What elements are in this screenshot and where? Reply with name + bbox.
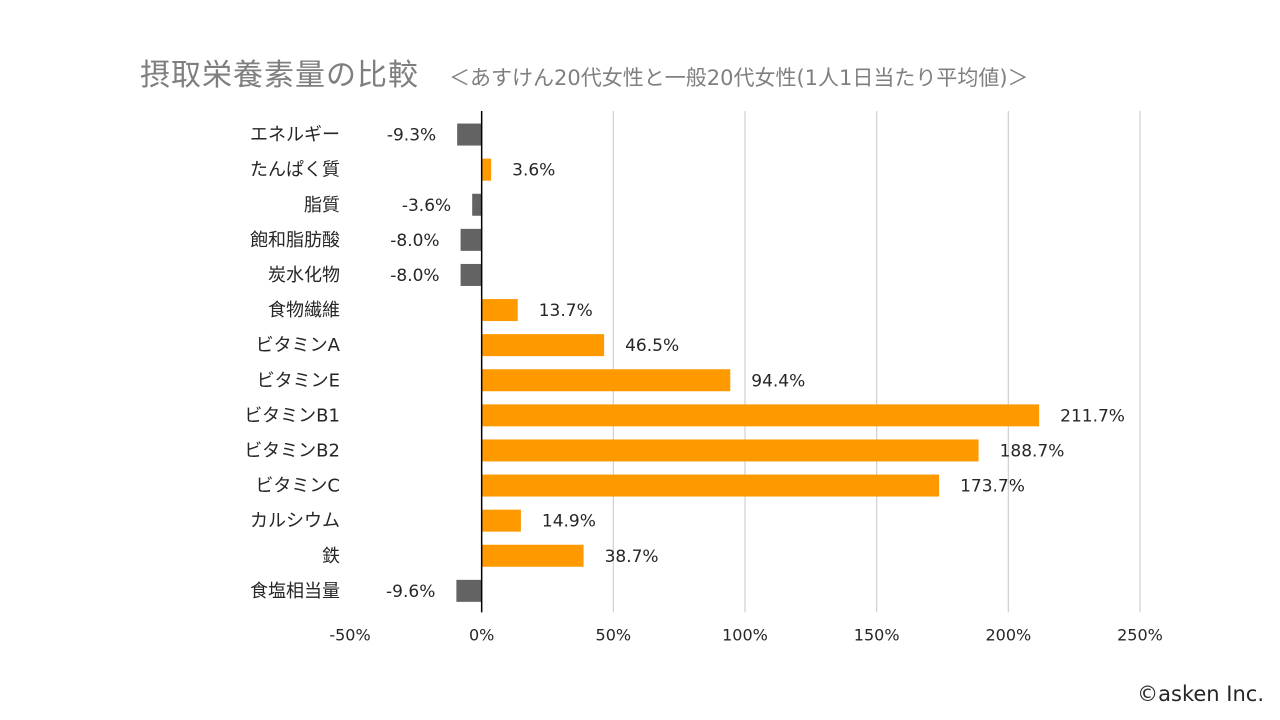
x-tick-label: 100% bbox=[722, 625, 768, 644]
category-label: ビタミンB1 bbox=[244, 405, 340, 426]
category-label: 食物繊維 bbox=[268, 300, 340, 321]
x-tick-label: 0% bbox=[469, 625, 494, 644]
bar bbox=[481, 369, 731, 392]
bar bbox=[481, 334, 605, 357]
title-row: 摂取栄養素量の比較 ＜あすけん20代女性と一般20代女性(1人1日当たり平均値)＞ bbox=[140, 50, 1029, 94]
bar bbox=[481, 404, 1040, 427]
data-label: -3.6% bbox=[402, 196, 451, 216]
bar bbox=[460, 228, 482, 251]
data-label: 38.7% bbox=[605, 547, 659, 567]
bar bbox=[460, 263, 482, 286]
category-label: 食塩相当量 bbox=[250, 581, 340, 602]
bar bbox=[457, 123, 482, 146]
data-label: -9.3% bbox=[387, 126, 436, 146]
chart-subtitle: ＜あすけん20代女性と一般20代女性(1人1日当たり平均値)＞ bbox=[449, 66, 1029, 90]
x-tick-label: 200% bbox=[985, 625, 1031, 644]
data-label: -8.0% bbox=[390, 266, 439, 286]
data-label: 13.7% bbox=[539, 301, 593, 321]
category-label: たんぱく質 bbox=[250, 160, 340, 181]
x-tick-label: 50% bbox=[596, 625, 632, 644]
data-label: 14.9% bbox=[542, 512, 596, 532]
category-label: 炭水化物 bbox=[268, 265, 340, 286]
data-label: -8.0% bbox=[390, 231, 439, 251]
category-label: ビタミンB2 bbox=[244, 440, 340, 461]
copyright: ©asken Inc. bbox=[1137, 682, 1264, 706]
category-label: 飽和脂肪酸 bbox=[250, 230, 340, 251]
data-label: -9.6% bbox=[386, 582, 435, 602]
x-tick-label: 250% bbox=[1117, 625, 1163, 644]
category-label: ビタミンE bbox=[257, 370, 340, 391]
bar bbox=[481, 299, 518, 322]
chart-title: 摂取栄養素量の比較 bbox=[140, 58, 419, 93]
data-label: 188.7% bbox=[1000, 441, 1065, 461]
category-label: 脂質 bbox=[304, 195, 340, 216]
bar bbox=[481, 544, 584, 567]
x-tick-label: -50% bbox=[329, 625, 370, 644]
bar bbox=[481, 158, 492, 181]
bar bbox=[481, 509, 521, 532]
category-label: カルシウム bbox=[250, 511, 340, 532]
category-label: ビタミンC bbox=[255, 476, 340, 497]
bar bbox=[456, 579, 482, 602]
data-label: 211.7% bbox=[1060, 406, 1125, 426]
bar bbox=[481, 439, 979, 462]
data-label: 94.4% bbox=[751, 371, 805, 391]
category-label: 鉄 bbox=[322, 546, 340, 567]
data-label: 46.5% bbox=[625, 336, 679, 356]
category-label: ビタミンA bbox=[256, 335, 341, 356]
bar bbox=[481, 474, 940, 497]
bar bbox=[472, 193, 482, 216]
data-label: 173.7% bbox=[960, 477, 1025, 497]
data-label: 3.6% bbox=[512, 161, 555, 181]
category-label: エネルギー bbox=[250, 125, 340, 146]
x-tick-label: 150% bbox=[854, 625, 900, 644]
